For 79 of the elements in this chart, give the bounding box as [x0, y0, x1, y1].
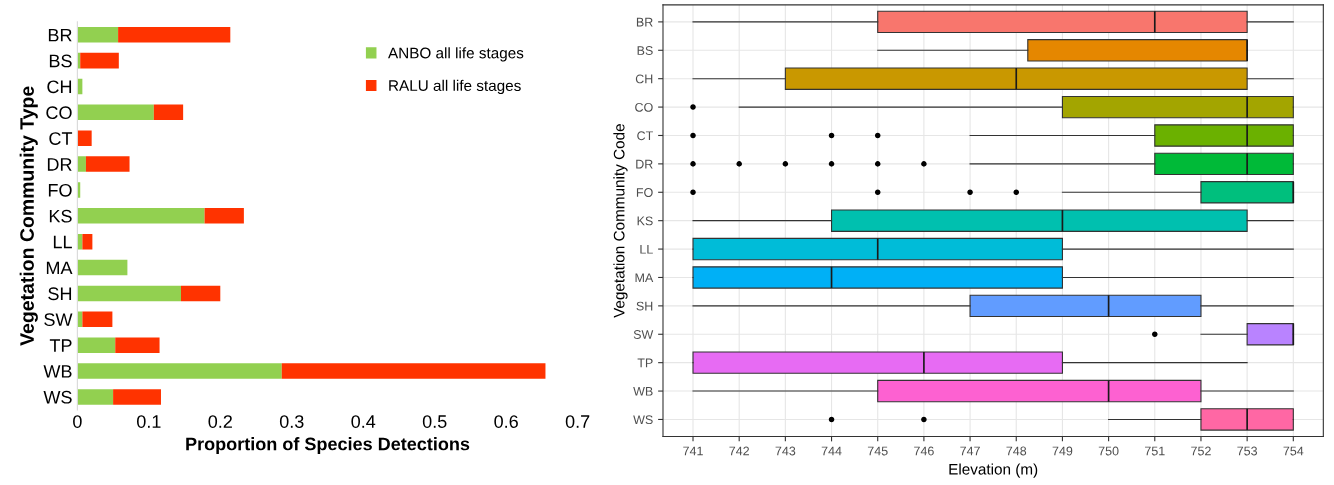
y-tick-label: FO	[636, 188, 653, 197]
x-tick-label: 744	[821, 446, 842, 456]
bar	[80, 52, 119, 69]
bar	[82, 233, 93, 250]
y-tick-label: CT	[49, 132, 73, 145]
x-tick-label: 741	[683, 446, 703, 456]
y-tick-label: FO	[48, 183, 72, 197]
x-tick-label: 0	[73, 415, 82, 428]
y-tick-label: CT	[637, 131, 653, 141]
bar	[77, 389, 114, 405]
y-tick-label: BS	[49, 54, 72, 68]
y-tick-label: DR	[636, 159, 653, 169]
y-tick-label: BS	[637, 46, 653, 55]
x-tick-label: 753	[1237, 446, 1258, 456]
x-tick-label: 0.3	[279, 415, 304, 428]
y-tick-label: SW	[633, 330, 654, 339]
x-tick-label: 754	[1283, 446, 1304, 456]
x-tick-label: 752	[1191, 446, 1211, 456]
bar	[181, 285, 221, 302]
x-tick-label: 0.7	[565, 415, 590, 428]
y-tick-label: BR	[636, 17, 653, 27]
y-tick-label: SH	[48, 287, 72, 301]
y-tick-label: WB	[633, 386, 653, 396]
y-axis-title: Vegetation Community Type	[19, 86, 38, 346]
y-tick-label: KS	[49, 209, 72, 223]
bar	[77, 208, 205, 224]
y-tick-label: LL	[53, 235, 72, 249]
y-tick-label: DR	[47, 158, 72, 171]
x-tick-label: 0.4	[351, 415, 376, 428]
bar	[77, 130, 92, 146]
bar	[77, 337, 116, 353]
y-tick-label: CH	[47, 80, 72, 94]
y-tick-label: WS	[633, 415, 653, 425]
bar	[85, 156, 130, 172]
y-tick-label: KS	[637, 216, 653, 226]
y-axis-title: Vegetation Community Code	[613, 124, 628, 318]
y-tick-label: BR	[48, 28, 72, 42]
y-tick-label: SH	[636, 301, 653, 311]
x-tick-label: 746	[914, 446, 934, 456]
bar	[77, 363, 282, 379]
y-tick-label: WB	[43, 365, 72, 378]
bar	[115, 337, 160, 353]
bar	[77, 27, 119, 43]
y-tick-label: MA	[635, 273, 654, 282]
x-tick-label: 0.6	[494, 415, 518, 428]
x-axis-title: Elevation (m)	[949, 463, 1038, 478]
x-tick-label: 0.1	[136, 415, 161, 428]
bar	[113, 389, 161, 405]
bar	[77, 156, 86, 172]
x-tick-label: 742	[729, 446, 749, 456]
y-tick-label: CH	[635, 74, 653, 84]
legend-label: RALU all life stages	[389, 79, 521, 95]
y-tick-label: WS	[43, 390, 72, 404]
y-tick-label: CO	[46, 106, 72, 120]
x-tick-label: 751	[1145, 446, 1165, 456]
bar	[77, 259, 128, 276]
bar	[281, 363, 546, 379]
x-tick-label: 750	[1098, 446, 1119, 456]
x-tick-label: 745	[867, 446, 888, 456]
y-tick-label: TP	[637, 358, 653, 368]
legend-label: ANBO all life stages	[388, 47, 524, 62]
x-tick-label: 0.5	[422, 415, 447, 428]
x-tick-label: 743	[775, 446, 796, 456]
bar	[118, 27, 231, 43]
bar	[204, 208, 244, 224]
y-tick-label: CO	[635, 102, 653, 112]
x-tick-label: 747	[960, 446, 980, 456]
y-tick-label: LL	[640, 245, 653, 254]
bar	[77, 104, 154, 121]
x-axis-title: Proportion of Species Detections	[186, 437, 470, 454]
y-tick-label: TP	[49, 339, 72, 352]
y-tick-label: SW	[44, 313, 73, 327]
bar	[77, 285, 181, 302]
x-tick-label: 748	[1006, 446, 1027, 456]
bar	[82, 311, 113, 328]
bar	[153, 104, 184, 121]
x-tick-label: 749	[1052, 446, 1073, 456]
y-tick-label: MA	[46, 261, 73, 275]
x-tick-label: 0.2	[208, 415, 232, 428]
